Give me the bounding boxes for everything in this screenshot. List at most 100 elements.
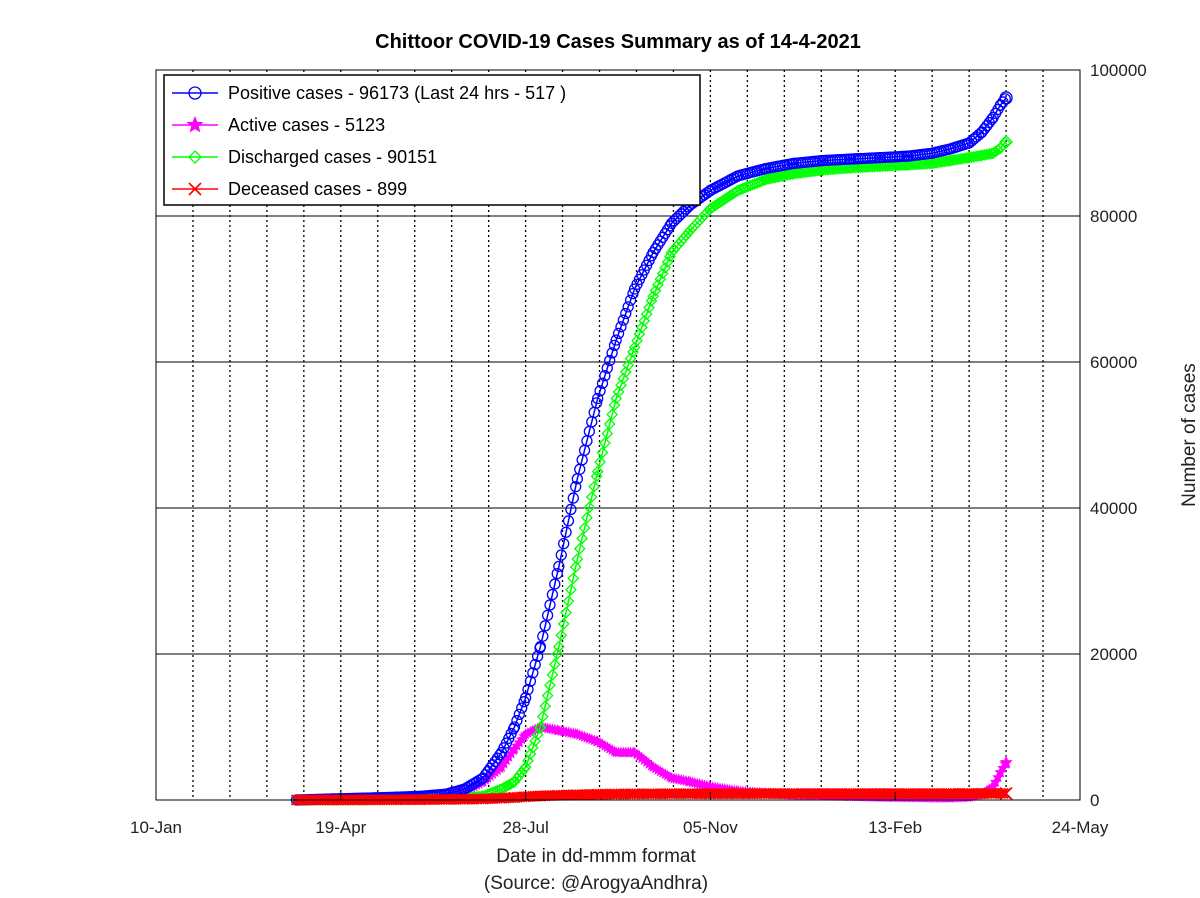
data-point: [975, 127, 987, 139]
data-point: [999, 134, 1013, 149]
data-point: [774, 170, 787, 183]
data-point: [608, 339, 621, 352]
legend-marker: [188, 182, 202, 196]
series-layer: [290, 91, 1013, 806]
data-point: [537, 630, 549, 642]
data-point: [608, 399, 621, 411]
data-point: [601, 362, 613, 374]
y-tick-label: 60000: [1090, 353, 1137, 372]
data-point: [756, 175, 769, 187]
legend-label: Active cases - 5123: [228, 115, 385, 135]
data-point: [508, 721, 521, 733]
x-tick-labels: 10-Jan 19-Apr 28-Jul 05-Nov 13-Feb 24-May: [130, 792, 1109, 837]
data-point: [599, 370, 611, 382]
data-point: [571, 553, 584, 566]
data-point: [541, 609, 554, 622]
data-point: [548, 658, 561, 671]
data-point: [592, 392, 604, 405]
data-point: [567, 492, 579, 504]
legend-marker: [188, 150, 202, 164]
data-point: [764, 172, 777, 185]
data-point: [999, 755, 1013, 769]
data-point: [612, 327, 625, 340]
x-axis-label: Date in dd-mmm format: [496, 846, 696, 867]
chart-title: Chittoor COVID-19 Cases Summary as of 14…: [375, 31, 861, 53]
data-point: [513, 769, 526, 782]
data-point: [536, 710, 549, 723]
data-point: [491, 752, 504, 764]
data-point: [549, 578, 561, 590]
data-point: [769, 171, 782, 184]
data-point: [555, 549, 567, 561]
data-point: [544, 599, 556, 611]
y-tick-labels: 0 20000 40000 60000 80000 100000: [1090, 61, 1147, 810]
data-point: [510, 772, 523, 785]
data-point: [598, 437, 611, 449]
data-point: [553, 560, 565, 573]
legend-label: Deceased cases - 899: [228, 179, 407, 199]
data-point: [560, 606, 572, 619]
data-point: [515, 766, 528, 779]
data-point: [570, 481, 582, 493]
y-tick-label: 80000: [1090, 207, 1137, 226]
data-point: [624, 294, 637, 306]
data-point: [973, 129, 985, 141]
y-tick-label: 40000: [1090, 499, 1137, 518]
data-point: [539, 700, 552, 713]
data-point: [562, 515, 575, 527]
data-point: [596, 377, 609, 389]
data-point: [557, 618, 570, 630]
data-point: [997, 139, 1009, 152]
data-point: [565, 503, 577, 516]
data-point: [997, 96, 1009, 108]
data-point: [522, 683, 534, 696]
data-point: [516, 702, 528, 714]
legend-item: Deceased cases - 899: [172, 179, 407, 199]
x-tick-label: 10-Jan: [130, 818, 182, 837]
data-point: [596, 446, 609, 459]
data-point: [604, 354, 616, 367]
plot-frame: [155, 69, 1081, 801]
data-point: [701, 187, 713, 199]
legend-marker: [186, 115, 204, 133]
data-point: [569, 561, 582, 573]
legend-label: Discharged cases - 90151: [228, 147, 437, 167]
legend-item: Discharged cases - 90151: [172, 147, 437, 167]
source-note: (Source: @ArogyaAndhra): [484, 873, 708, 894]
data-point: [838, 162, 851, 175]
data-point: [983, 148, 996, 160]
data-point: [534, 721, 547, 733]
y-axis-label: Number of cases: [1179, 363, 1200, 507]
x-tick-label: 28-Jul: [502, 818, 548, 837]
data-point: [508, 775, 521, 788]
data-point: [519, 692, 532, 704]
data-point: [551, 567, 563, 580]
data-point: [511, 715, 523, 727]
data-point: [567, 572, 580, 585]
data-point: [590, 397, 603, 409]
data-point: [583, 501, 596, 514]
data-point: [588, 480, 601, 493]
data-point: [534, 641, 547, 653]
legend-marker: [188, 86, 202, 100]
data-point: [997, 787, 1009, 800]
x-tick-label: 19-Apr: [315, 818, 366, 837]
legend-label: Positive cases - 96173 (Last 24 hrs - 51…: [228, 83, 566, 103]
data-point: [555, 629, 568, 642]
data-point: [546, 588, 559, 601]
y-tick-label: 0: [1090, 791, 1099, 810]
data-point: [581, 511, 593, 524]
data-point: [591, 465, 604, 478]
data-point: [551, 648, 564, 660]
data-point: [544, 679, 556, 692]
data-point: [900, 159, 913, 171]
data-point: [601, 427, 614, 440]
data-point: [999, 91, 1013, 105]
legend-item: Active cases - 5123: [172, 115, 385, 135]
data-point: [603, 418, 616, 430]
data-point: [585, 491, 598, 503]
data-point: [541, 689, 554, 702]
legend: Positive cases - 96173 (Last 24 hrs - 51…: [163, 74, 701, 206]
data-point: [594, 456, 606, 468]
